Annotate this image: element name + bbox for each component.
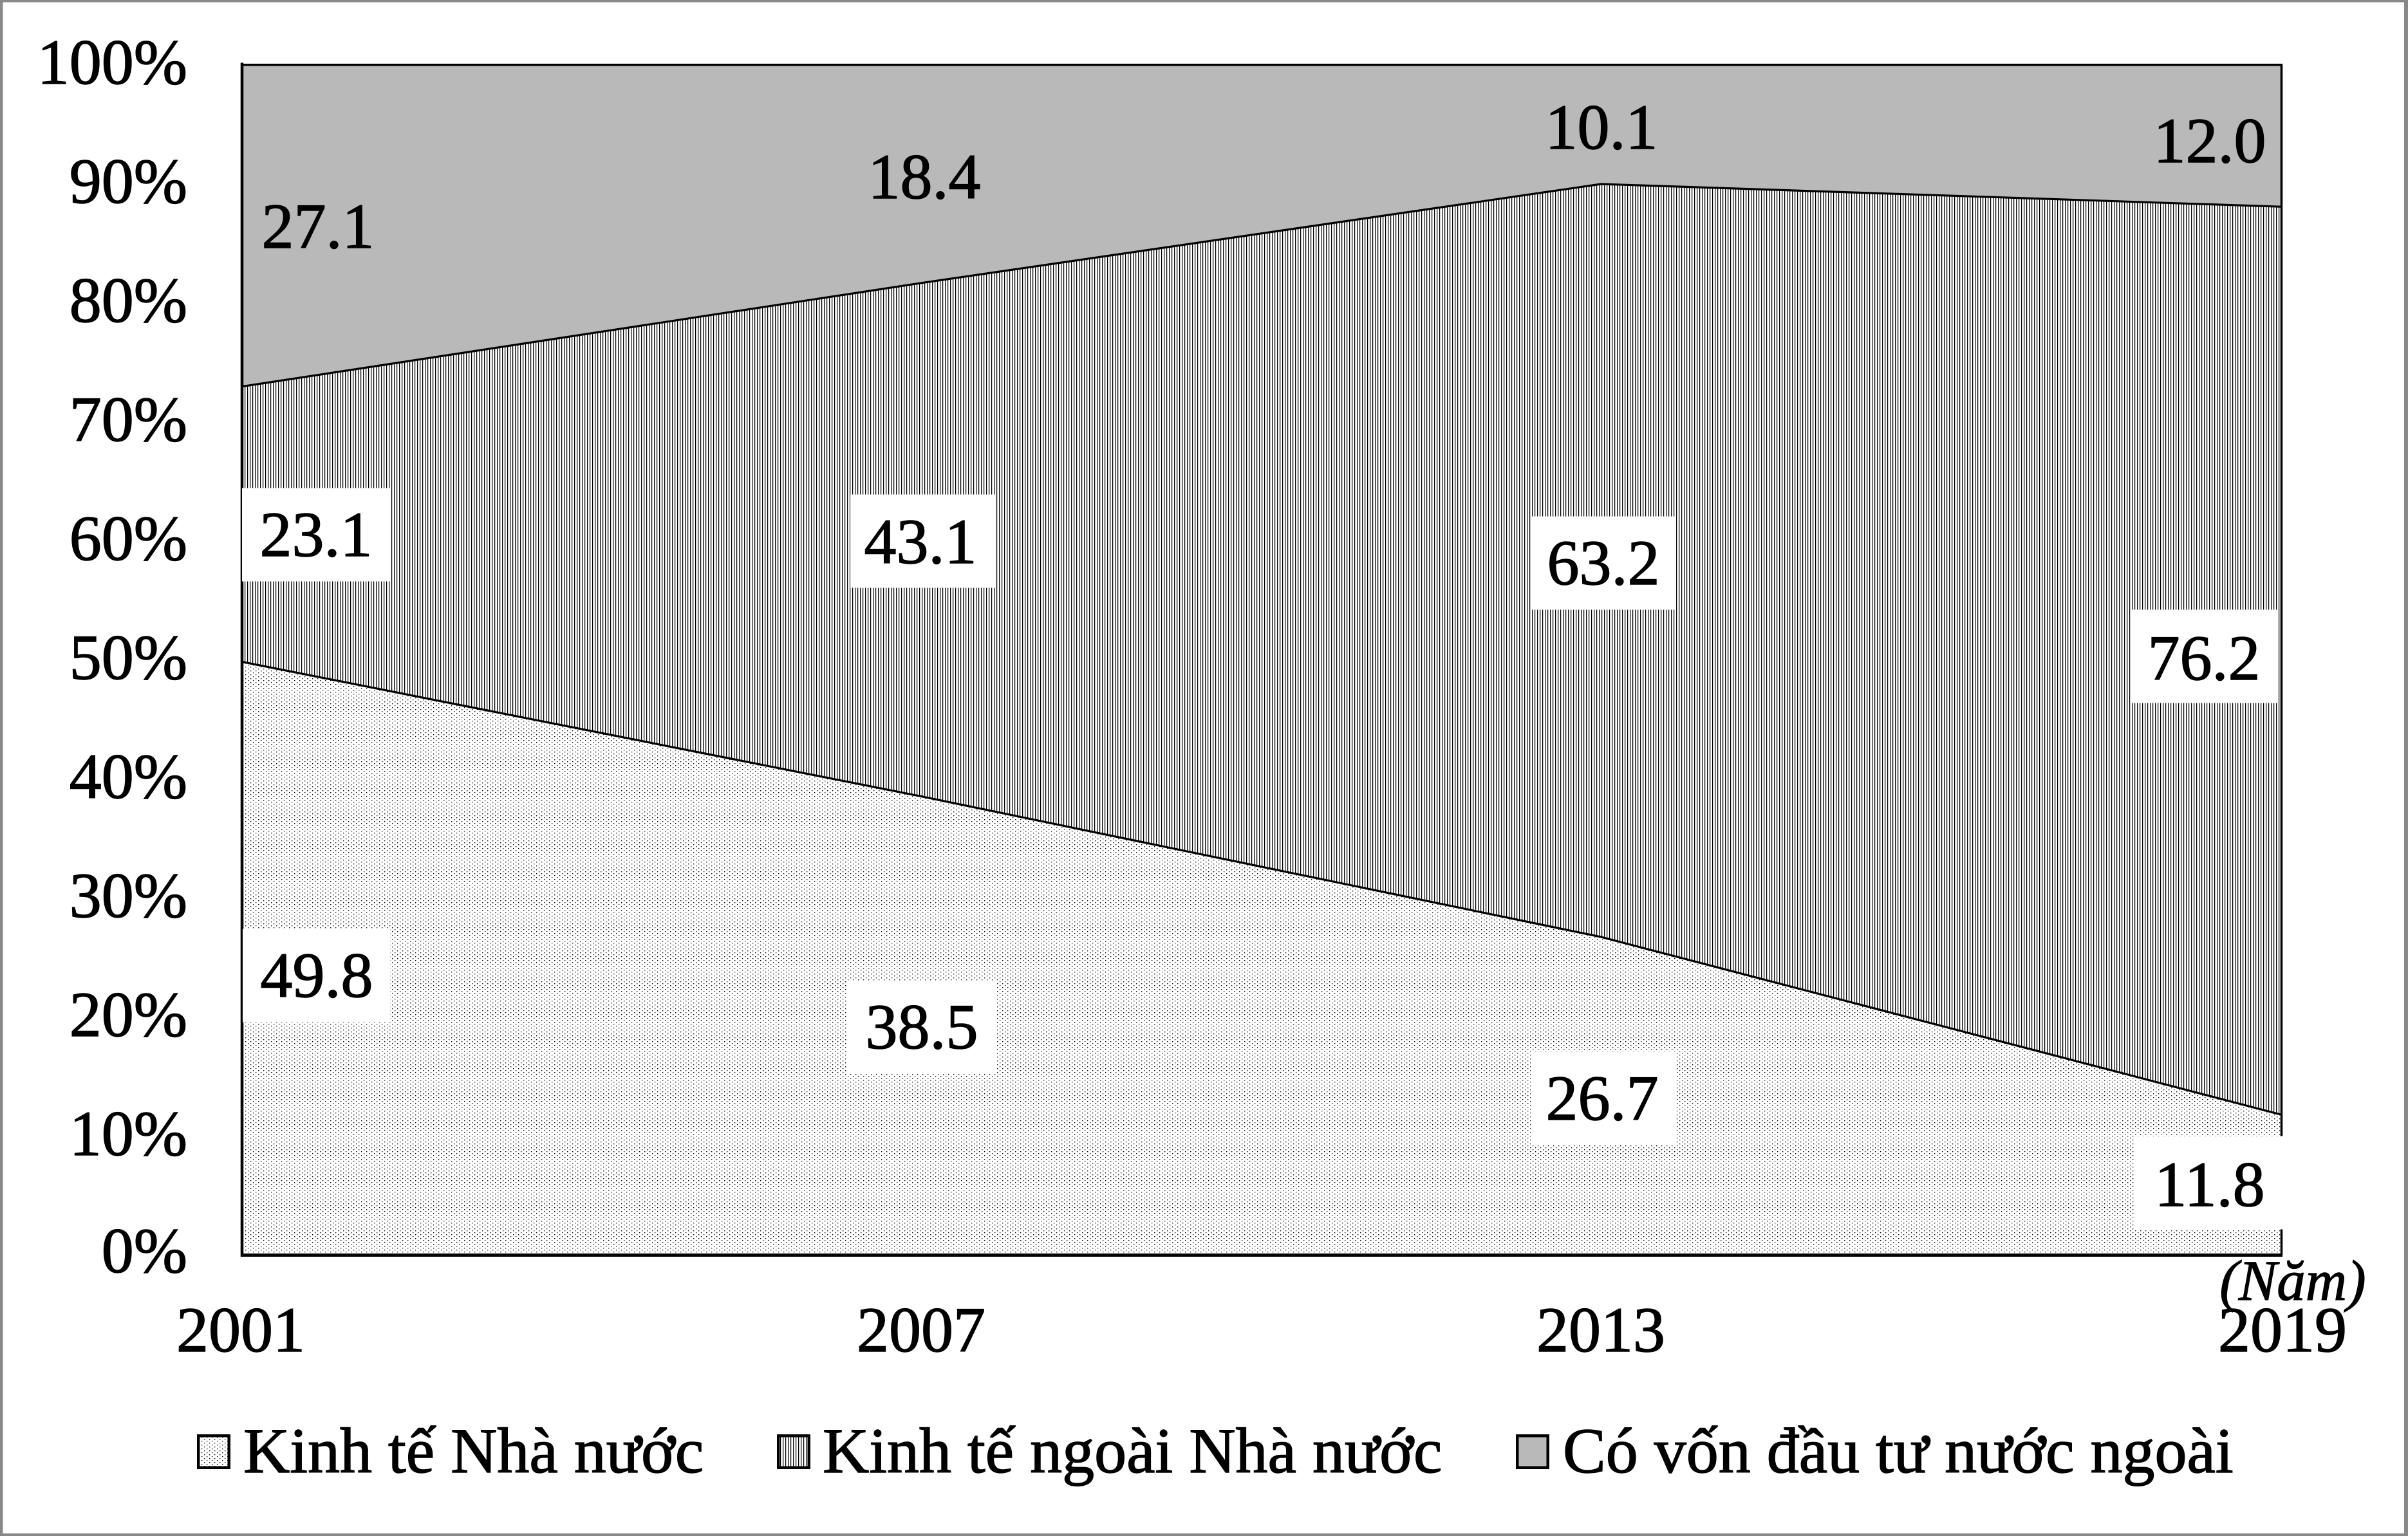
svg-text:26.7: 26.7 <box>1546 1062 1659 1134</box>
svg-text:11.8: 11.8 <box>2154 1149 2264 1220</box>
svg-text:Có vốn đầu tư nước ngoài: Có vốn đầu tư nước ngoài <box>1563 1415 2234 1486</box>
svg-text:30%: 30% <box>70 860 187 931</box>
svg-text:90%: 90% <box>70 145 187 217</box>
svg-text:20%: 20% <box>70 979 187 1050</box>
svg-text:80%: 80% <box>70 264 187 336</box>
svg-text:23.1: 23.1 <box>260 499 373 570</box>
svg-text:Kinh tế ngoài Nhà nước: Kinh tế ngoài Nhà nước <box>823 1415 1442 1486</box>
svg-text:(Năm): (Năm) <box>2219 1250 2366 1313</box>
svg-text:2007: 2007 <box>857 1294 985 1365</box>
svg-text:2019: 2019 <box>2218 1294 2347 1365</box>
svg-text:49.8: 49.8 <box>261 939 373 1011</box>
svg-text:12.0: 12.0 <box>2154 105 2266 176</box>
svg-text:50%: 50% <box>70 622 187 693</box>
svg-text:63.2: 63.2 <box>1547 527 1660 598</box>
svg-text:40%: 40% <box>70 741 187 812</box>
svg-text:18.4: 18.4 <box>868 141 981 212</box>
svg-text:2001: 2001 <box>176 1294 305 1365</box>
svg-text:0%: 0% <box>102 1215 187 1286</box>
svg-text:27.1: 27.1 <box>262 190 375 262</box>
svg-text:38.5: 38.5 <box>866 991 978 1062</box>
svg-text:76.2: 76.2 <box>2148 622 2261 694</box>
svg-text:10.1: 10.1 <box>1545 91 1658 163</box>
svg-text:Kinh tế Nhà nước: Kinh tế Nhà nước <box>243 1415 704 1486</box>
svg-text:100%: 100% <box>37 26 187 98</box>
svg-text:60%: 60% <box>70 503 187 574</box>
svg-text:10%: 10% <box>70 1098 187 1169</box>
svg-text:43.1: 43.1 <box>864 506 977 577</box>
svg-text:2013: 2013 <box>1536 1294 1665 1365</box>
svg-text:70%: 70% <box>70 384 187 455</box>
